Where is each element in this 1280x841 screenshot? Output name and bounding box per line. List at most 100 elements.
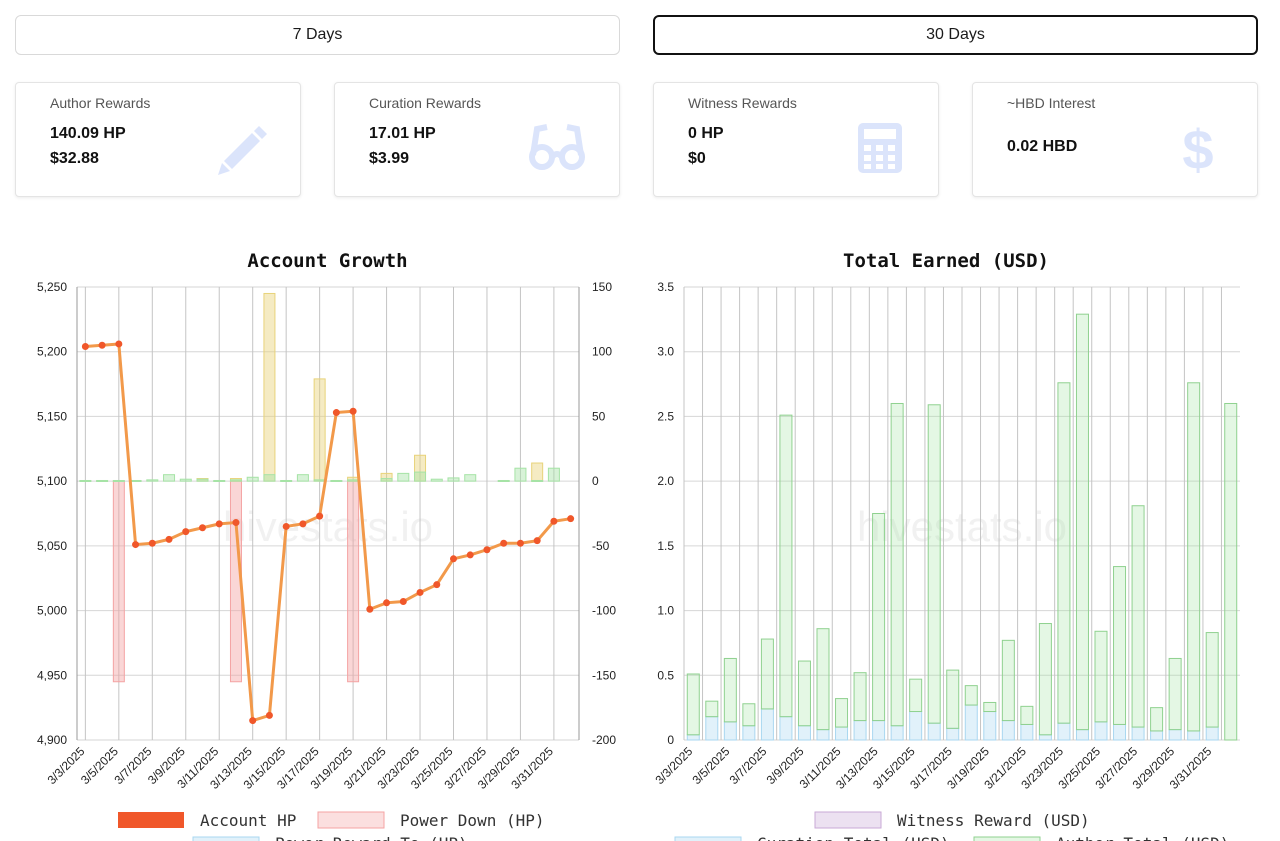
curation-bar [983, 711, 997, 741]
author-bar [890, 402, 904, 727]
author-bar [835, 698, 849, 728]
author-bar [853, 672, 867, 722]
bar [179, 478, 192, 482]
curation-bar [890, 725, 904, 741]
line-point [165, 535, 173, 543]
bar [347, 479, 360, 482]
author-bar [797, 660, 811, 727]
author-bar [964, 685, 978, 706]
bar [196, 478, 209, 482]
author-bar [1001, 639, 1015, 722]
bar [380, 478, 393, 482]
line-point [550, 517, 558, 525]
y-tick-label: 2.0 [657, 474, 674, 488]
bar [296, 474, 309, 482]
legend-label: Curation Total (USD) [757, 834, 950, 841]
bar [531, 462, 544, 482]
witness-rewards-card: Witness Rewards 0 HP $0 [653, 82, 939, 197]
curation-bar [1038, 734, 1052, 741]
curation-bar [1001, 720, 1015, 741]
author-rewards-card: Author Rewards 140.09 HP $32.88 [15, 82, 301, 197]
card-hbd-value: 0.02 HBD [1007, 138, 1078, 155]
line-point [332, 409, 340, 417]
curation-bar [1187, 730, 1201, 741]
y-left-tick-label: 5,250 [37, 280, 67, 294]
legend-label: Author Total (USD) [1056, 834, 1229, 841]
y-right-tick-label: -50 [592, 539, 610, 553]
author-bar [686, 673, 700, 736]
bar [112, 479, 125, 482]
author-bar [705, 700, 719, 718]
bar [397, 472, 410, 482]
curation-bar [909, 711, 923, 741]
line-point [466, 551, 474, 559]
card-hp-value: 140.09 HP [50, 125, 126, 142]
curation-bar [1168, 729, 1182, 741]
author-bar [1075, 313, 1089, 731]
author-bar [1205, 632, 1219, 728]
card-title: Witness Rewards [688, 95, 797, 111]
legend-swatch [192, 836, 260, 841]
line-point [399, 598, 407, 606]
hbd-interest-card: ~HBD Interest 0.02 HBD $ [972, 82, 1258, 197]
y-tick-label: 3.5 [657, 280, 674, 294]
bar [330, 479, 343, 482]
author-bar [742, 703, 756, 727]
legend-label: Account HP [200, 811, 296, 830]
bar [313, 378, 326, 482]
line-point [349, 407, 357, 415]
y-right-tick-label: 50 [592, 409, 606, 423]
bar [414, 471, 427, 482]
line-point [81, 343, 89, 351]
bar [96, 479, 109, 482]
line-point [132, 541, 140, 549]
bar [79, 479, 92, 482]
line-point [383, 599, 391, 607]
author-bar [1057, 382, 1071, 724]
author-bar [909, 678, 923, 713]
curation-bar [1057, 722, 1071, 741]
curation-bar [1020, 723, 1034, 741]
author-bar [816, 628, 830, 731]
curation-bar [946, 727, 960, 741]
y-tick-label: 0.5 [657, 668, 674, 682]
curation-bar [835, 726, 849, 741]
author-bar [983, 701, 997, 713]
curation-bar [1205, 726, 1219, 741]
y-tick-label: 3.0 [657, 345, 674, 359]
curation-rewards-card: Curation Rewards 17.01 HP $3.99 [334, 82, 620, 197]
card-title: Curation Rewards [369, 95, 482, 111]
bar [313, 479, 326, 482]
curation-bar [964, 704, 978, 741]
bar [263, 474, 276, 482]
author-bar [1168, 657, 1182, 731]
y-tick-label: 1.5 [657, 539, 674, 553]
x-tick-label: 3/5/2025 [690, 744, 733, 787]
y-right-tick-label: 0 [592, 474, 599, 488]
author-bar [1224, 402, 1238, 741]
line-point [366, 605, 374, 613]
curation-bar [1094, 721, 1108, 741]
line-point [148, 539, 156, 547]
author-bar [872, 513, 886, 722]
x-tick-label: 3/3/2025 [652, 744, 695, 787]
y-tick-label: 1.0 [657, 604, 674, 618]
line-point [232, 519, 240, 527]
line-point [450, 555, 457, 563]
bar [347, 480, 360, 683]
bar [246, 476, 259, 482]
account-growth-title: Account Growth [247, 250, 408, 272]
range-7-days-button[interactable]: 7 Days [15, 15, 620, 55]
y-tick-label: 0 [667, 733, 674, 747]
author-bar [1038, 623, 1052, 736]
y-right-tick-label: -100 [592, 604, 616, 618]
range-30-days-button[interactable]: 30 Days [653, 15, 1258, 55]
bar [229, 479, 242, 482]
svg-text:$: $ [1182, 121, 1213, 175]
curation-bar [742, 725, 756, 741]
bar [464, 474, 477, 482]
calculator-icon [858, 123, 902, 173]
author-bar [779, 414, 793, 718]
curation-bar [853, 720, 867, 741]
line-point [500, 539, 508, 547]
